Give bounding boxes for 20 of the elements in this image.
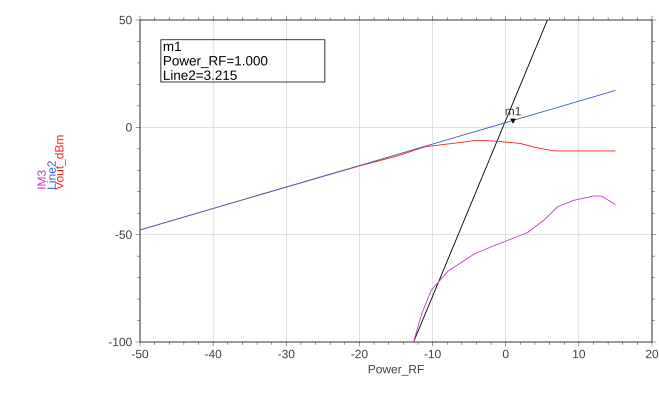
x-tick-label: -40 xyxy=(205,350,222,358)
x-tick-label: -20 xyxy=(351,350,368,358)
y-tick-label: -50 xyxy=(115,230,132,239)
x-tick-label: -30 xyxy=(278,350,294,358)
annotation: m1 xyxy=(164,42,181,51)
x-axis-title: Power_RF xyxy=(368,365,424,376)
x-tick-label: -50 xyxy=(132,350,148,358)
annotation: Line2=3.215 xyxy=(164,70,237,80)
text: Line2 xyxy=(47,161,56,189)
y-tick-label: 0 xyxy=(126,123,132,132)
annotation: Power_RF=1.000 xyxy=(164,56,268,68)
y-tick-label: -100 xyxy=(108,338,132,346)
x-tick-label: 20 xyxy=(646,350,658,358)
x-tick-label: 0 xyxy=(502,350,509,358)
x-tick-label: 10 xyxy=(573,350,586,358)
line-series xyxy=(413,196,616,342)
x-tick-label: -10 xyxy=(424,350,441,358)
y-tick-label: 50 xyxy=(119,16,132,24)
text: IM3 xyxy=(37,170,46,189)
text: Vout_dBm xyxy=(54,135,66,190)
